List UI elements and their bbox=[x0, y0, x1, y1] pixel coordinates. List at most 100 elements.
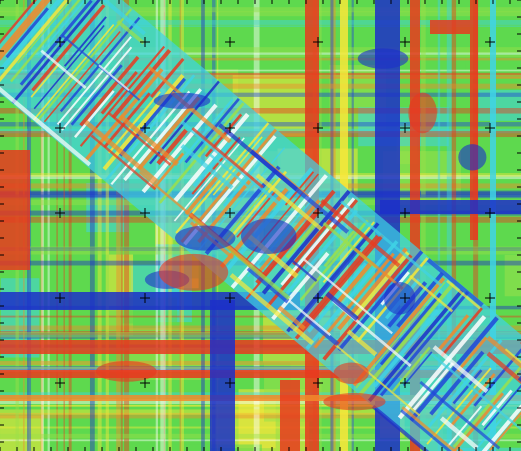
diagonal-stripe bbox=[5, 7, 50, 59]
diagonal-streak bbox=[0, 82, 92, 167]
diagonal-stripe bbox=[56, 36, 132, 126]
diagonal-stripe bbox=[354, 251, 410, 316]
diagonal-streak bbox=[255, 173, 323, 231]
band bbox=[210, 300, 235, 451]
vertical-stripe bbox=[116, 0, 121, 451]
diagonal-stripe bbox=[403, 351, 433, 386]
diagonal-streak bbox=[446, 279, 481, 310]
horizontal-stripe bbox=[0, 73, 521, 79]
band bbox=[490, 0, 496, 451]
diagonal-streak bbox=[340, 200, 443, 287]
horizontal-stripe bbox=[0, 57, 521, 61]
diagonal-stripe bbox=[31, 4, 106, 92]
diagonal-streak bbox=[208, 153, 250, 188]
horizontal-stripe bbox=[0, 332, 521, 338]
diagonal-stripe bbox=[285, 222, 317, 259]
diagonal-stripe bbox=[111, 48, 172, 119]
diagonal-streak bbox=[399, 409, 507, 451]
diagonal-streak bbox=[107, 111, 172, 166]
diagonal-stripe bbox=[355, 281, 446, 389]
diagonal-stripe bbox=[59, 16, 141, 113]
diagonal-stripe bbox=[307, 262, 368, 333]
blotch bbox=[240, 218, 297, 254]
diagonal-stripe bbox=[0, 0, 57, 62]
diagonal-stripe bbox=[379, 292, 443, 366]
blotch bbox=[174, 225, 236, 251]
vertical-stripe bbox=[40, 0, 44, 451]
diagonal-stripe bbox=[379, 290, 470, 397]
diagonal-stripe bbox=[409, 316, 499, 422]
diagonal-streak bbox=[84, 120, 159, 184]
diagonal-stripe bbox=[0, 0, 61, 80]
diagonal-stripe bbox=[9, 0, 97, 83]
horizontal-stripe bbox=[0, 366, 521, 371]
diagonal-streak bbox=[147, 66, 185, 98]
band bbox=[0, 395, 521, 401]
diagonal-streak bbox=[277, 305, 306, 331]
horizontal-stripe bbox=[0, 361, 521, 366]
horizontal-stripe bbox=[0, 315, 521, 318]
horizontal-stripe bbox=[0, 108, 521, 114]
diagonal-stripe bbox=[222, 170, 288, 247]
band bbox=[0, 370, 521, 378]
horizontal-stripe bbox=[0, 409, 521, 415]
diagonal-stripe bbox=[285, 209, 358, 295]
blotch bbox=[384, 281, 416, 315]
diagonal-stripe bbox=[483, 366, 521, 431]
diagonal-streak bbox=[40, 49, 87, 90]
diagonal-stripe bbox=[294, 234, 384, 340]
horizontal-stripe bbox=[0, 426, 521, 429]
diagonal-streak bbox=[118, 114, 180, 167]
background-patch bbox=[0, 415, 44, 451]
diagonal-stripe bbox=[33, 25, 105, 110]
diagonal-streak bbox=[180, 120, 281, 206]
diagonal-stripe bbox=[372, 309, 440, 388]
diagonal-stripe bbox=[184, 98, 240, 164]
band bbox=[380, 200, 521, 214]
diagonal-stripe bbox=[352, 277, 446, 387]
diagonal-streak bbox=[229, 273, 315, 346]
diagonal-stripe bbox=[337, 247, 408, 331]
horizontal-stripe bbox=[0, 92, 521, 97]
blotch bbox=[95, 361, 157, 382]
diagonal-streak bbox=[334, 343, 421, 417]
diagonal-stripe bbox=[0, 0, 81, 82]
diagonal-streak bbox=[180, 143, 234, 190]
diagonal-stripe bbox=[412, 362, 455, 411]
band bbox=[280, 380, 300, 451]
blotch bbox=[408, 92, 437, 134]
vertical-stripe bbox=[124, 0, 130, 451]
horizontal-stripe bbox=[0, 412, 521, 419]
diagonal-stripe bbox=[460, 393, 521, 451]
diagonal-stripe bbox=[123, 88, 203, 182]
vertical-stripe bbox=[105, 0, 109, 451]
diagonal-streak bbox=[98, 64, 130, 92]
diagonal-streak bbox=[90, 134, 157, 191]
horizontal-stripe bbox=[0, 330, 521, 335]
diagonal-stripe bbox=[35, 8, 133, 124]
blotch bbox=[333, 362, 369, 384]
diagonal-streak bbox=[346, 329, 378, 357]
diagonal-stripe bbox=[141, 103, 218, 194]
band bbox=[0, 150, 30, 270]
diagonal-stripe bbox=[323, 230, 356, 268]
diagonal-stripe bbox=[367, 289, 464, 402]
horizontal-stripe bbox=[0, 332, 521, 339]
band bbox=[410, 0, 420, 451]
diagonal-streak bbox=[409, 274, 454, 313]
diagonal-stripe bbox=[426, 367, 492, 445]
horizontal-stripe bbox=[0, 439, 521, 442]
diagonal-streak bbox=[84, 0, 147, 36]
diagonal-streak bbox=[191, 127, 264, 189]
vertical-stripe bbox=[120, 0, 123, 451]
horizontal-stripe bbox=[0, 360, 521, 366]
vertical-stripe bbox=[56, 0, 58, 451]
diagonal-streak bbox=[320, 199, 401, 268]
background-patch bbox=[478, 89, 521, 121]
horizontal-stripe bbox=[0, 325, 521, 330]
diagonal-streak bbox=[426, 258, 484, 307]
vertical-stripe bbox=[63, 0, 65, 451]
diagonal-streak bbox=[430, 353, 521, 441]
